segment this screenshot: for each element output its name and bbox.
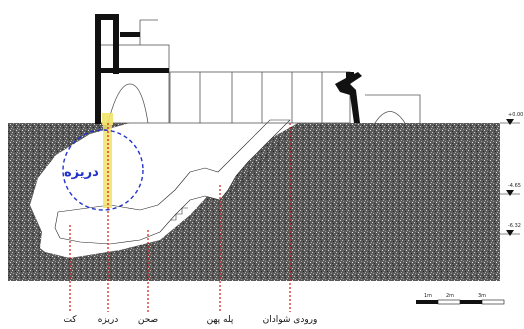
scale-1m: 1m <box>424 293 432 299</box>
dariche-highlight-circle <box>62 129 144 211</box>
building-solid-walls <box>95 14 362 124</box>
scale-3m: 3m <box>478 293 486 299</box>
ground-section <box>8 123 500 281</box>
label-pele-pahn: پله پهن <box>207 315 234 325</box>
level-bottom: -6.32 <box>508 223 521 229</box>
circle-label: دریزه <box>64 165 99 180</box>
label-dariche: دریزه <box>98 315 119 325</box>
label-vorudi: ورودی شوادان <box>263 315 318 325</box>
level-markers: +0.00 -4.65 -6.32 <box>500 112 523 236</box>
level-top: +0.00 <box>508 112 523 118</box>
label-sahn: صحن <box>138 315 158 325</box>
level-mid: -4.65 <box>508 183 521 189</box>
reference-lines <box>69 123 291 312</box>
label-kat: کت <box>63 315 77 325</box>
scale-bar: 1m 2m 3m <box>416 293 505 305</box>
underground-cavity <box>54 119 291 245</box>
stair-steps <box>170 141 284 221</box>
dariche-shaft-top <box>102 113 113 125</box>
scale-2m: 2m <box>446 293 454 299</box>
dariche-shaft <box>103 123 112 208</box>
